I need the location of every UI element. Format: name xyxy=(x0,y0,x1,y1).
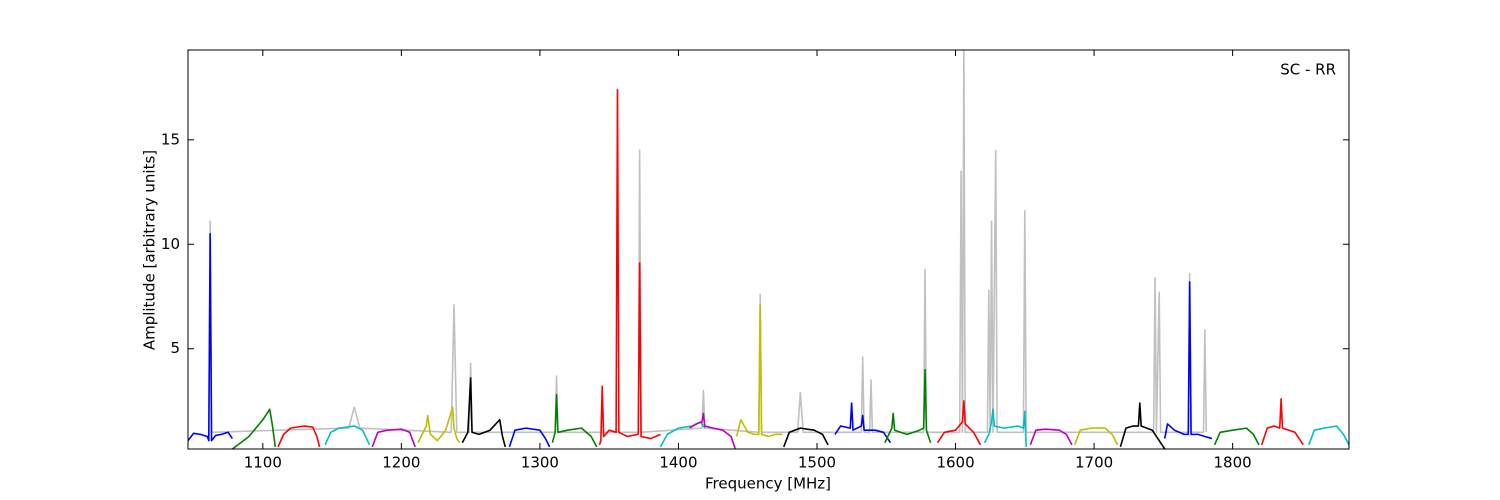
spectrum-line xyxy=(417,406,461,444)
spectrum-line xyxy=(1029,428,1073,446)
spectrum-line xyxy=(1260,398,1304,446)
spectrum-line xyxy=(461,377,507,448)
x-tick-label: 1200 xyxy=(382,454,420,472)
plot-area xyxy=(188,50,1349,449)
spectrum-line xyxy=(231,408,277,449)
y-tick-label: 5 xyxy=(170,339,180,357)
x-tick-label: 1100 xyxy=(244,454,282,472)
spectrum-line xyxy=(551,393,598,448)
spectrum-line xyxy=(1213,427,1260,446)
y-tick-label: 15 xyxy=(161,130,180,148)
y-tick-label: 10 xyxy=(161,235,180,253)
spectrum-line xyxy=(598,88,661,446)
spectrum-line xyxy=(1073,427,1119,446)
spectrum-line xyxy=(207,50,1208,434)
spectrum-line xyxy=(735,304,783,438)
spectrum-line xyxy=(188,233,233,442)
spectrum-line xyxy=(782,427,829,448)
axes-frame xyxy=(187,49,1350,450)
x-tick-label: 1700 xyxy=(1075,454,1113,472)
spectrum-line xyxy=(1119,402,1166,449)
spectrum-line xyxy=(1163,281,1213,440)
spectrum-line xyxy=(371,428,416,448)
x-tick-label: 1800 xyxy=(1214,454,1252,472)
y-axis-label: Amplitude [arbitrary units] xyxy=(141,150,159,350)
spectrum-line xyxy=(884,368,932,444)
x-tick-label: 1500 xyxy=(798,454,836,472)
x-axis-label: Frequency [MHz] xyxy=(705,475,831,493)
x-tick-label: 1300 xyxy=(521,454,559,472)
spectrum-line xyxy=(689,412,737,449)
spectrum-line xyxy=(936,400,982,446)
x-tick-label: 1600 xyxy=(936,454,974,472)
spectrum-line xyxy=(277,425,321,448)
spectrum-line xyxy=(983,408,1027,447)
spectrum-line xyxy=(834,402,892,444)
spectrum-line xyxy=(324,425,371,446)
spectrum-line xyxy=(1308,425,1349,446)
annotation: SC - RR xyxy=(1280,61,1336,79)
x-tick-label: 1400 xyxy=(659,454,697,472)
spectrum-line xyxy=(508,427,551,448)
